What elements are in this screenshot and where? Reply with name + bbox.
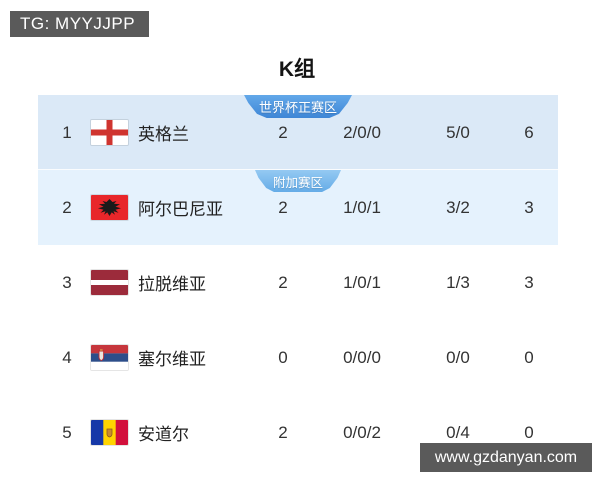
played-cell: 2 [278,422,288,442]
tg-watermark: TG: MYYJJPP [10,11,150,37]
played-cell: 2 [278,122,288,142]
zone-badge-playoff: 附加赛区 [255,170,341,192]
standings-table: 世界杯正赛区 1 英格兰 2 2/0/0 5/0 6 附加赛区 2 [38,95,558,470]
played-cell: 0 [278,347,288,367]
table-row: 附加赛区 2 阿尔巴尼亚 2 1/0/1 3/2 3 [38,170,558,245]
albania-flag-icon [91,195,128,220]
points-cell: 6 [524,122,534,142]
latvia-flag-icon [91,270,128,295]
rank-cell: 1 [62,122,72,142]
england-flag-icon [91,120,128,145]
team-name: 塞尔维亚 [138,350,206,369]
group-title: K组 [278,58,316,81]
points-cell: 3 [524,272,534,292]
team-cell: 拉脱维亚 [91,245,206,320]
andorra-flag-icon [91,420,128,445]
record-cell: 2/0/0 [343,122,381,142]
team-cell: 安道尔 [91,395,189,470]
goals-cell: 1/3 [446,272,470,292]
points-cell: 0 [524,347,534,367]
goals-cell: 0/0 [446,347,470,367]
played-cell: 2 [278,197,288,217]
points-cell: 3 [524,197,534,217]
goals-cell: 0/4 [446,422,470,442]
rank-cell: 3 [62,272,72,292]
table-row: 4 塞尔维亚 0 0/0/0 0/0 0 [38,320,558,395]
record-cell: 0/0/2 [343,422,381,442]
played-cell: 2 [278,272,288,292]
zone-badge-world-cup: 世界杯正赛区 [244,95,352,118]
rank-cell: 5 [62,422,72,442]
table-row: 5 安道尔 2 0/0/2 0/4 0 [38,395,558,470]
team-cell: 塞尔维亚 [91,320,206,395]
goals-cell: 3/2 [446,197,470,217]
team-cell: 英格兰 [91,95,189,170]
site-watermark: www.gzdanyan.com [420,443,592,472]
table-row: 3 拉脱维亚 2 1/0/1 1/3 3 [38,245,558,320]
team-name: 英格兰 [138,125,189,144]
record-cell: 0/0/0 [343,347,381,367]
team-name: 拉脱维亚 [138,275,206,294]
goals-cell: 5/0 [446,122,470,142]
team-cell: 阿尔巴尼亚 [91,170,223,245]
team-name: 阿尔巴尼亚 [138,200,223,219]
rank-cell: 2 [62,197,72,217]
serbia-flag-icon [91,345,128,370]
record-cell: 1/0/1 [343,197,381,217]
table-row: 世界杯正赛区 1 英格兰 2 2/0/0 5/0 6 [38,95,558,170]
team-name: 安道尔 [138,425,189,444]
rank-cell: 4 [62,347,72,367]
points-cell: 0 [524,422,534,442]
record-cell: 1/0/1 [343,272,381,292]
